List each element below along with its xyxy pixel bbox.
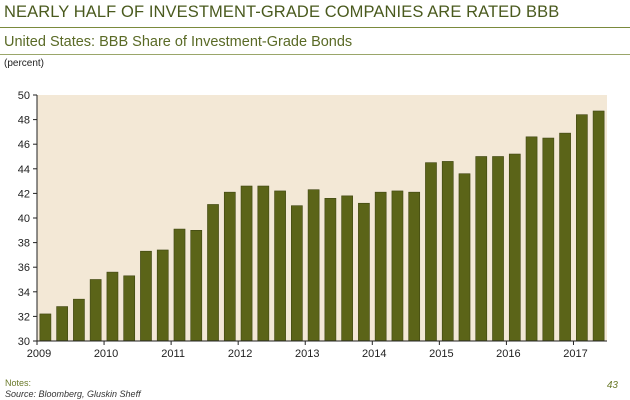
x-tick-label: 2013 [295, 348, 319, 360]
bar [274, 190, 286, 342]
bar [307, 189, 320, 342]
subtitle-divider [0, 54, 630, 55]
bar [73, 298, 85, 342]
title-divider [0, 27, 630, 28]
source-note: Source: Bloomberg, Gluskin Sheff [5, 389, 141, 399]
bar [408, 191, 421, 342]
bar [525, 136, 538, 342]
bar [559, 132, 571, 342]
bar [257, 185, 270, 342]
bar [508, 153, 521, 342]
page-number: 43 [606, 380, 618, 391]
bar [173, 228, 186, 342]
bar [391, 190, 404, 342]
x-tick-label: 2017 [563, 348, 587, 360]
y-tick-label: 34 [18, 287, 30, 299]
bar [39, 313, 52, 342]
x-tick-label: 2012 [228, 348, 252, 360]
x-tick-label: 2014 [362, 348, 386, 360]
x-tick-label: 2016 [496, 348, 520, 360]
bar [140, 250, 152, 342]
bar [89, 279, 102, 342]
unit-label: (percent) [4, 58, 45, 69]
bar [441, 161, 454, 342]
y-axis: 30 32 34 36 38 40 42 44 46 48 50 [18, 90, 38, 348]
bar [291, 205, 303, 342]
x-axis: 2009 2010 2011 2012 2013 2014 2015 2016 2017 [27, 340, 607, 360]
y-tick-label: 38 [18, 238, 30, 250]
y-tick-label: 40 [18, 213, 30, 225]
bar [190, 230, 203, 342]
plot-background [37, 95, 607, 341]
y-tick-label: 30 [18, 336, 30, 348]
bar-series [39, 110, 605, 342]
y-tick-label: 48 [18, 115, 30, 127]
bar [156, 249, 169, 342]
x-tick-label: 2015 [429, 348, 453, 360]
chart-subtitle: United States: BBB Share of Investment-G… [4, 34, 353, 50]
bar [324, 198, 337, 342]
bar [358, 202, 370, 342]
bar [106, 271, 119, 342]
x-tick-label: 2010 [94, 348, 118, 360]
bar [458, 173, 471, 342]
bar [492, 156, 504, 342]
x-tick-label: 2011 [161, 348, 185, 360]
x-tick-label: 2009 [27, 348, 51, 360]
notes-label: Notes: [5, 378, 32, 388]
bar [223, 191, 236, 342]
y-tick-label: 46 [18, 139, 30, 151]
y-tick-label: 36 [18, 262, 30, 274]
bar [240, 185, 253, 342]
bar [576, 114, 588, 342]
y-tick-label: 44 [18, 164, 30, 176]
bar [341, 195, 353, 342]
bar [542, 137, 555, 342]
bar [425, 162, 437, 342]
y-tick-label: 50 [18, 90, 30, 102]
y-tick-label: 42 [18, 188, 30, 200]
bar [56, 306, 68, 342]
page-title: NEARLY HALF OF INVESTMENT-GRADE COMPANIE… [4, 3, 560, 21]
bar [374, 191, 387, 342]
bar [592, 110, 605, 342]
y-tick-label: 32 [18, 311, 30, 323]
bar [475, 156, 488, 342]
bar [123, 275, 136, 342]
bar [207, 204, 219, 342]
